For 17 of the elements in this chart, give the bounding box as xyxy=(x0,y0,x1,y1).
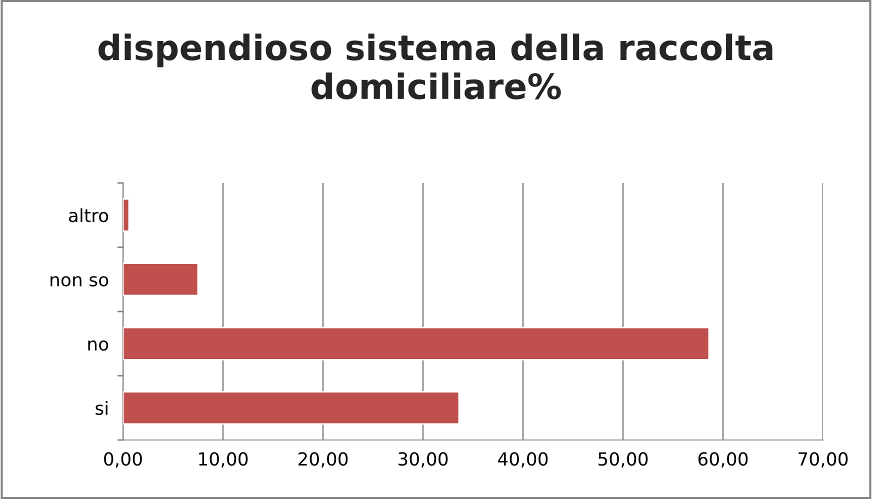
x-tick-label: 70,00 xyxy=(798,452,848,468)
x-tick-label: 60,00 xyxy=(698,452,748,468)
chart-title: dispendioso sistema della raccolta domiciliare% xyxy=(98,34,772,100)
y-tick-label: si xyxy=(96,401,108,415)
bar xyxy=(123,198,130,232)
x-tick-label: 10,00 xyxy=(199,452,248,468)
y-tick-label: non so xyxy=(50,276,108,286)
y-tick-label: altro xyxy=(68,208,108,222)
x-tick-label: 30,00 xyxy=(398,452,448,468)
x-tick-label: 40,00 xyxy=(498,452,548,468)
x-tick-label: 50,00 xyxy=(598,452,648,468)
bar xyxy=(123,262,199,296)
x-tick-label: 20,00 xyxy=(298,452,348,468)
bar xyxy=(123,326,710,360)
bar xyxy=(123,391,460,425)
y-tick-label: no xyxy=(88,340,108,351)
x-tick-label: 0,00 xyxy=(104,452,142,468)
